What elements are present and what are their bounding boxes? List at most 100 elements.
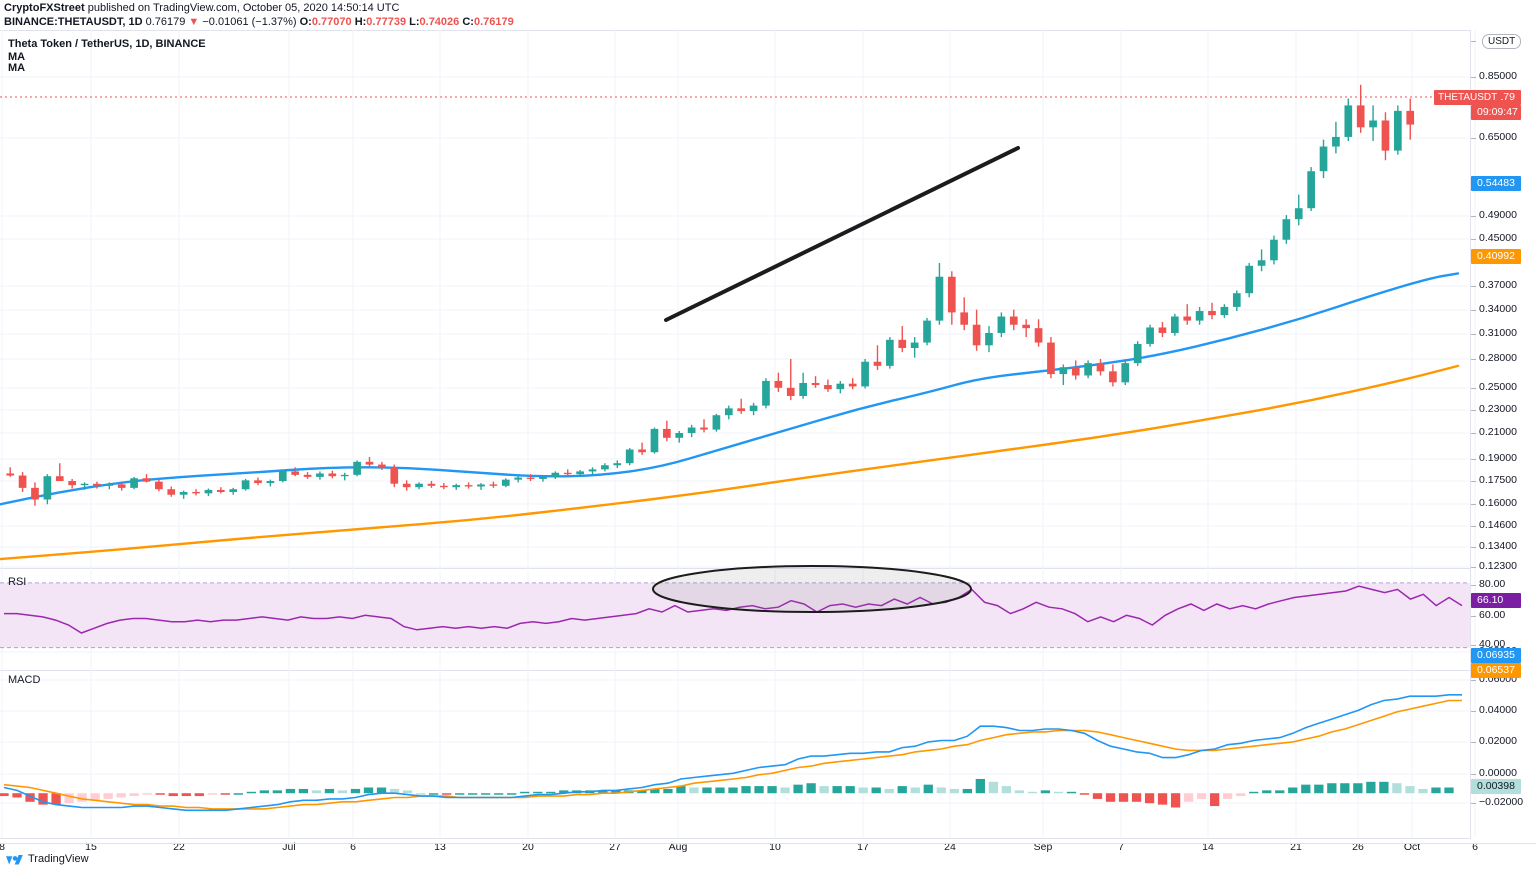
candle-body[interactable]: [650, 428, 659, 453]
price-unit-pill[interactable]: USDT: [1482, 34, 1522, 49]
candle-body[interactable]: [1406, 110, 1415, 125]
candle-body[interactable]: [229, 489, 238, 492]
candle-body[interactable]: [93, 483, 101, 486]
candle-body[interactable]: [1059, 367, 1068, 375]
candle-body[interactable]: [737, 408, 746, 412]
candle-body[interactable]: [675, 433, 684, 438]
candle-body[interactable]: [1096, 363, 1105, 372]
candle-body[interactable]: [1208, 311, 1216, 316]
candle-body[interactable]: [55, 476, 64, 482]
candle-body[interactable]: [80, 483, 89, 486]
candle-body[interactable]: [402, 483, 411, 488]
candle-body[interactable]: [1071, 367, 1080, 376]
candle-body[interactable]: [1307, 171, 1315, 209]
candle-body[interactable]: [774, 380, 783, 388]
rsi-value-badge[interactable]: 66.10: [1471, 593, 1521, 608]
candle-body[interactable]: [1294, 208, 1303, 220]
candle-body[interactable]: [724, 408, 733, 416]
candle-body[interactable]: [873, 361, 882, 366]
symbol-price-tag[interactable]: THETAUSDT: [1434, 90, 1502, 105]
candle-body[interactable]: [328, 473, 337, 477]
candle-body[interactable]: [130, 478, 138, 488]
candle-body[interactable]: [1047, 342, 1055, 375]
candle-body[interactable]: [254, 480, 262, 484]
candle-body[interactable]: [489, 484, 498, 486]
candle-body[interactable]: [1332, 136, 1340, 147]
candle-body[interactable]: [1121, 363, 1130, 383]
candle-body[interactable]: [1344, 105, 1353, 137]
candle-body[interactable]: [155, 481, 163, 490]
candle-body[interactable]: [167, 489, 176, 495]
candle-body[interactable]: [625, 449, 634, 464]
candle-body[interactable]: [1257, 260, 1266, 266]
candle-body[interactable]: [601, 465, 609, 470]
candle-body[interactable]: [1245, 265, 1254, 294]
candle-body[interactable]: [68, 481, 76, 486]
candle-body[interactable]: [1270, 239, 1278, 261]
candle-body[interactable]: [1282, 219, 1291, 240]
candle-body[interactable]: [1109, 371, 1117, 383]
candle-body[interactable]: [1394, 110, 1402, 151]
candle-body[interactable]: [749, 405, 758, 412]
candle-body[interactable]: [266, 481, 275, 484]
ma2-value-badge[interactable]: 0.40992: [1471, 249, 1521, 264]
time-axis[interactable]: 8 15 22 Jul 6 13 20 27 Aug 10 17 24 Sep 7 14 21 26 Oct 6: [0, 839, 1478, 859]
candle-body[interactable]: [464, 485, 473, 487]
candle-body[interactable]: [365, 461, 374, 465]
candle-body[interactable]: [501, 479, 510, 486]
candle-body[interactable]: [204, 489, 213, 494]
candle-body[interactable]: [799, 382, 807, 397]
candle-body[interactable]: [1022, 324, 1030, 329]
ma1-value-badge[interactable]: 0.54483: [1471, 176, 1521, 191]
candle-body[interactable]: [551, 472, 560, 477]
candle-body[interactable]: [340, 474, 349, 477]
candle-body[interactable]: [105, 484, 114, 486]
countdown-badge[interactable]: 09:09:47: [1471, 105, 1521, 120]
candle-body[interactable]: [278, 471, 287, 482]
candle-body[interactable]: [960, 312, 969, 325]
candle-body[interactable]: [811, 382, 820, 386]
candle-body[interactable]: [997, 316, 1006, 333]
macd-hist-badge[interactable]: 0.00398: [1471, 779, 1521, 794]
candle-body[interactable]: [415, 483, 423, 488]
candle-body[interactable]: [1034, 328, 1043, 343]
candle-body[interactable]: [923, 320, 931, 343]
candle-body[interactable]: [539, 476, 547, 479]
candle-body[interactable]: [972, 324, 981, 346]
candle-body[interactable]: [1146, 327, 1154, 344]
candle-body[interactable]: [477, 484, 485, 487]
price-axis[interactable]: 0.85000 0.65000 0.49000 0.45000 0.37000 0.340…: [1470, 0, 1536, 875]
candle-body[interactable]: [910, 342, 919, 349]
candle-body[interactable]: [303, 474, 312, 477]
candle-body[interactable]: [216, 489, 225, 492]
candle-body[interactable]: [1158, 327, 1167, 333]
candle-body[interactable]: [1171, 316, 1179, 333]
candle-body[interactable]: [712, 415, 721, 430]
candle-body[interactable]: [142, 478, 151, 482]
chart-canvas[interactable]: [0, 0, 1476, 875]
candle-body[interactable]: [700, 427, 708, 430]
candle-body[interactable]: [861, 361, 869, 387]
candle-body[interactable]: [848, 383, 857, 387]
candle-body[interactable]: [762, 380, 770, 406]
candle-body[interactable]: [241, 480, 250, 490]
macd-signal-badge[interactable]: 0.06537: [1471, 663, 1521, 678]
candle-body[interactable]: [1195, 311, 1204, 321]
candle-body[interactable]: [1009, 316, 1018, 325]
candle-body[interactable]: [6, 473, 15, 476]
candle-body[interactable]: [1084, 363, 1092, 376]
candle-body[interactable]: [613, 463, 622, 466]
candle-body[interactable]: [638, 449, 646, 453]
candle-body[interactable]: [378, 464, 386, 468]
candle-body[interactable]: [179, 491, 188, 495]
candle-body[interactable]: [1319, 146, 1328, 172]
candle-body[interactable]: [898, 339, 907, 349]
candle-body[interactable]: [526, 477, 535, 479]
candle-body[interactable]: [588, 469, 597, 472]
rsi-consolidation-ellipse[interactable]: [652, 565, 972, 613]
candle-body[interactable]: [947, 276, 956, 313]
candle-body[interactable]: [452, 485, 461, 488]
candle-body[interactable]: [1232, 293, 1241, 307]
candle-body[interactable]: [390, 467, 399, 484]
candle-body[interactable]: [43, 476, 52, 500]
